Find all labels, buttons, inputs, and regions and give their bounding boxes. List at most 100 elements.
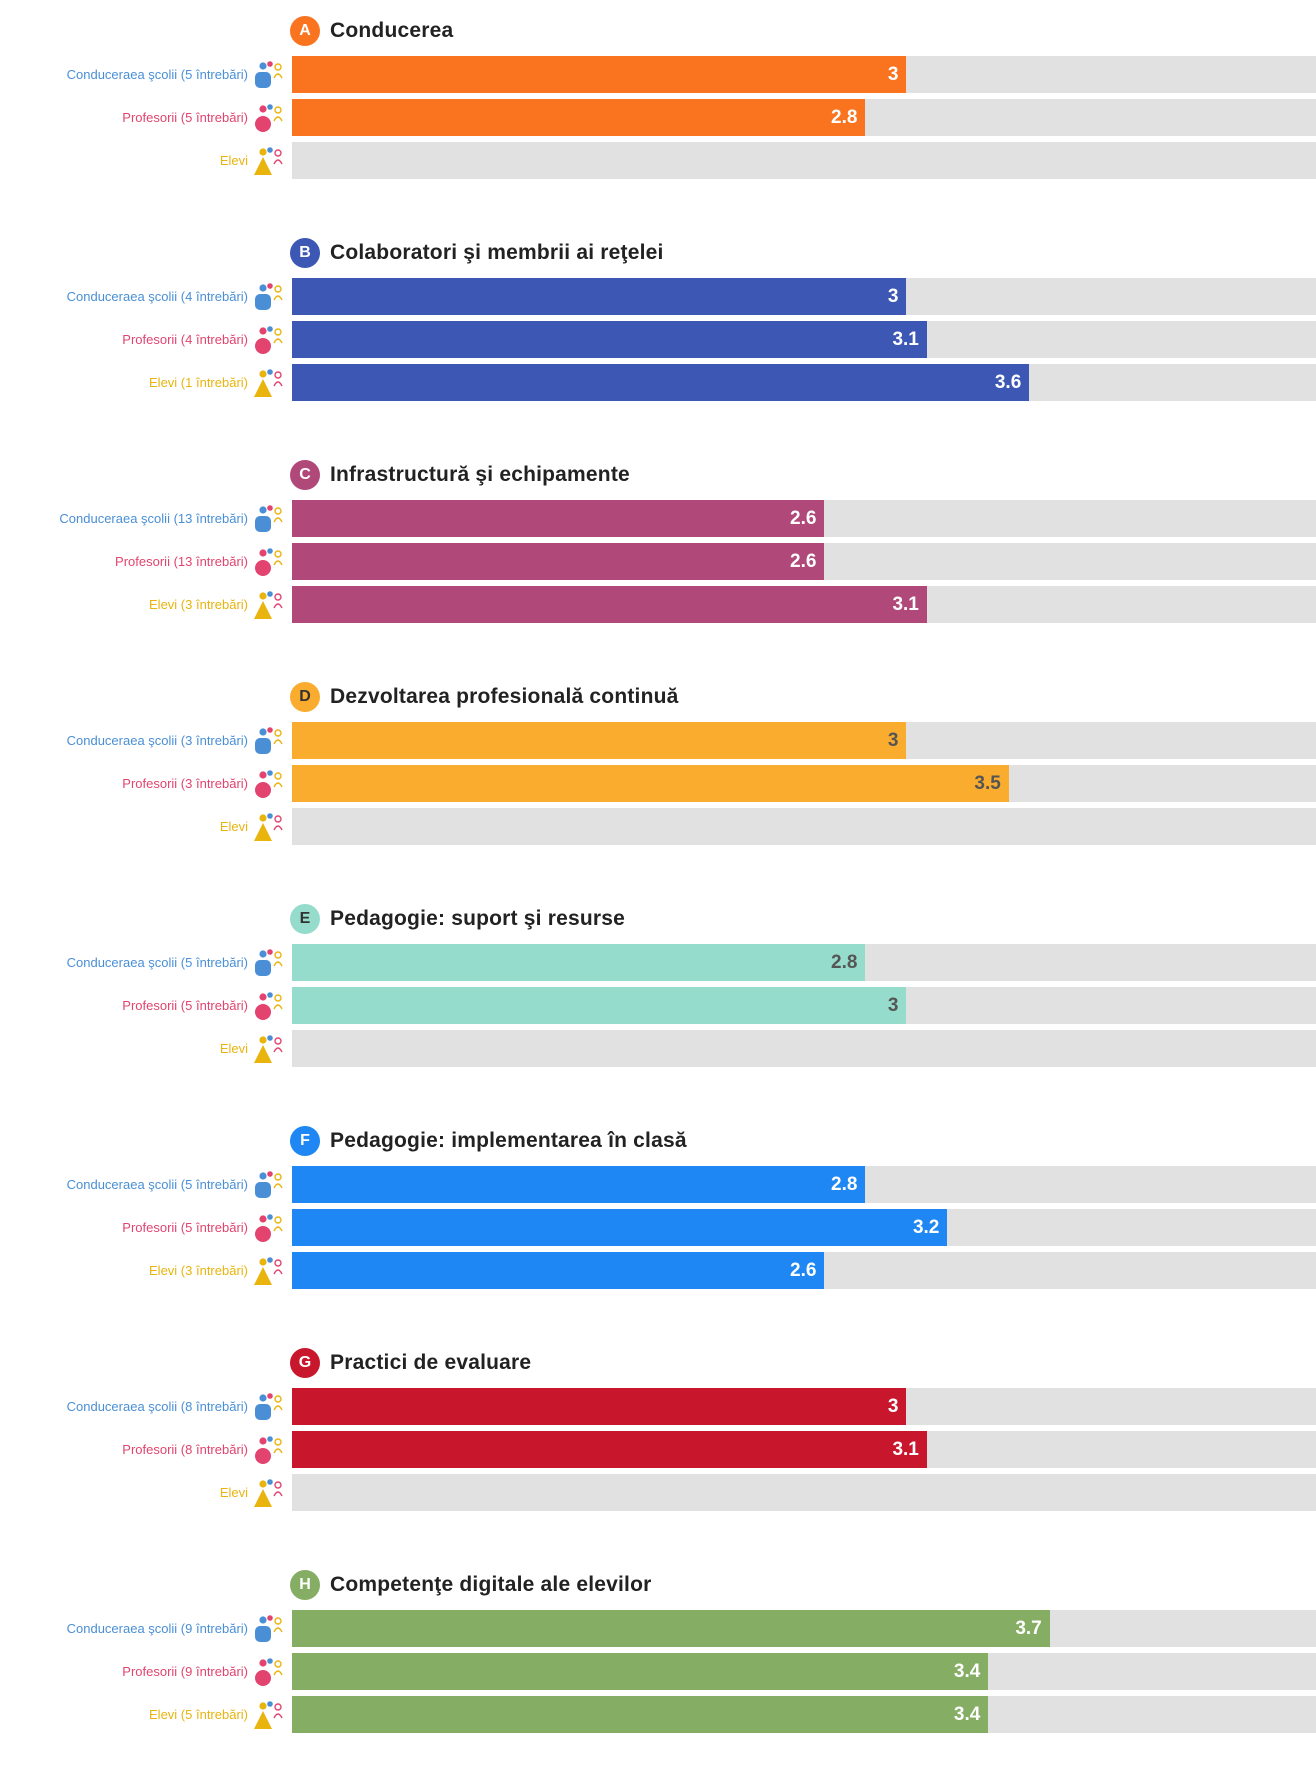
section-letter-badge: A xyxy=(290,16,320,46)
row-label: Conduceraea şcolii (5 întrebări) xyxy=(66,67,248,82)
teachers-icon xyxy=(255,1214,283,1242)
teachers-icon xyxy=(255,104,283,132)
students-icon xyxy=(254,1035,283,1063)
bar: 3 xyxy=(292,278,907,315)
bar-track: 3 xyxy=(292,987,1316,1024)
bar-track xyxy=(292,808,1316,845)
bar-row: Elevi (1 întrebări) 3.6 xyxy=(0,364,1316,401)
chart-area: A Conducerea Conduceraea şcolii (5 întrebă… xyxy=(0,16,1316,1733)
row-label: Profesorii (9 întrebări) xyxy=(122,1664,248,1679)
school-leaders-icon xyxy=(255,949,283,976)
row-label: Conduceraea şcolii (13 întrebări) xyxy=(59,511,248,526)
bar-track: 3.1 xyxy=(292,321,1316,358)
section-letter-badge: D xyxy=(290,682,320,712)
section-letter-badge: C xyxy=(290,460,320,490)
bar-row: Conduceraea şcolii (3 întrebări) 3 xyxy=(0,722,1316,759)
section-header: D Dezvoltarea profesională continuă xyxy=(290,680,679,714)
bar-row: Conduceraea şcolii (9 întrebări) 3.7 xyxy=(0,1610,1316,1647)
bar-track: 3 xyxy=(292,1388,1316,1425)
chart-section: H Competenţe digitale ale elevilor Conduce… xyxy=(0,1568,1316,1768)
data-label: 2.8 xyxy=(831,1173,858,1195)
section-letter-badge: E xyxy=(290,904,320,934)
row-label: Conduceraea şcolii (5 întrebări) xyxy=(66,955,248,970)
bar: 2.6 xyxy=(292,1252,825,1289)
bar-track: 3 xyxy=(292,722,1316,759)
bar: 3 xyxy=(292,1388,907,1425)
bar: 3 xyxy=(292,56,907,93)
bar: 2.8 xyxy=(292,944,866,981)
chart-section: E Pedagogie: suport şi resurse Conduceraea… xyxy=(0,902,1316,1102)
bar: 3.1 xyxy=(292,321,927,358)
bar-row: Profesorii (3 întrebări) 3.5 xyxy=(0,765,1316,802)
row-label: Elevi xyxy=(219,1041,248,1056)
teachers-icon xyxy=(255,548,283,576)
row-label: Profesorii (5 întrebări) xyxy=(122,998,248,1013)
bar-row: Elevi xyxy=(0,1474,1316,1511)
chart-section: G Practici de evaluare Conduceraea şcolii … xyxy=(0,1346,1316,1546)
chart-section: B Colaboratori şi membrii ai reţelei Condu… xyxy=(0,236,1316,436)
section-header: B Colaboratori şi membrii ai reţelei xyxy=(290,236,664,270)
data-label: 3.7 xyxy=(1015,1617,1042,1639)
bar: 3.1 xyxy=(292,586,927,623)
students-icon xyxy=(254,813,283,841)
chart-section: D Dezvoltarea profesională continuă Conduc… xyxy=(0,680,1316,880)
bar-track xyxy=(292,1030,1316,1067)
bar-row: Conduceraea şcolii (8 întrebări) 3 xyxy=(0,1388,1316,1425)
row-label: Profesorii (13 întrebări) xyxy=(115,554,248,569)
bar: 2.8 xyxy=(292,1166,866,1203)
section-title: Colaboratori şi membrii ai reţelei xyxy=(330,241,664,264)
data-label: 2.6 xyxy=(790,550,817,572)
bar-row: Conduceraea şcolii (5 întrebări) 2.8 xyxy=(0,1166,1316,1203)
bar-track: 3.2 xyxy=(292,1209,1316,1246)
section-letter-badge: F xyxy=(290,1126,320,1156)
bar-track: 3.1 xyxy=(292,1431,1316,1468)
section-header: F Pedagogie: implementarea în clasă xyxy=(290,1124,687,1158)
bar-row: Profesorii (4 întrebări) 3.1 xyxy=(0,321,1316,358)
school-leaders-icon xyxy=(255,1615,283,1642)
section-header: C Infrastructură şi echipamente xyxy=(290,458,630,492)
bar-row: Elevi (5 întrebări) 3.4 xyxy=(0,1696,1316,1733)
section-title: Dezvoltarea profesională continuă xyxy=(330,685,679,708)
bar-track: 3.4 xyxy=(292,1653,1316,1690)
school-leaders-icon xyxy=(255,1171,283,1198)
row-label: Conduceraea şcolii (4 întrebări) xyxy=(66,289,248,304)
bar-row: Conduceraea şcolii (5 întrebări) 3 xyxy=(0,56,1316,93)
bar-track: 2.8 xyxy=(292,944,1316,981)
teachers-icon xyxy=(255,770,283,798)
data-label: 3.4 xyxy=(953,1660,981,1682)
teachers-icon xyxy=(255,1658,283,1686)
students-icon xyxy=(254,1257,283,1285)
chart-section: F Pedagogie: implementarea în clasă Conduc… xyxy=(0,1124,1316,1324)
row-label: Elevi (3 întrebări) xyxy=(149,1263,248,1278)
section-title: Pedagogie: implementarea în clasă xyxy=(330,1129,687,1152)
section-header: G Practici de evaluare xyxy=(290,1346,531,1380)
row-label: Elevi xyxy=(219,153,248,168)
bar-row: Profesorii (9 întrebări) 3.4 xyxy=(0,1653,1316,1690)
teachers-icon xyxy=(255,326,283,354)
bar-track: 3.6 xyxy=(292,364,1316,401)
chart-section: C Infrastructură şi echipamente Conducerae… xyxy=(0,458,1316,658)
data-label: 3 xyxy=(887,994,899,1016)
bar: 2.6 xyxy=(292,500,825,537)
row-label: Profesorii (8 întrebări) xyxy=(122,1442,248,1457)
bar-row: Conduceraea şcolii (4 întrebări) 3 xyxy=(0,278,1316,315)
school-leaders-icon xyxy=(255,61,283,88)
bar: 3.4 xyxy=(292,1696,989,1733)
bar-row: Conduceraea şcolii (5 întrebări) 2.8 xyxy=(0,944,1316,981)
bar-row: Profesorii (8 întrebări) 3.1 xyxy=(0,1431,1316,1468)
bar: 2.6 xyxy=(292,543,825,580)
bar-track: 2.6 xyxy=(292,500,1316,537)
bar-row: Elevi (3 întrebări) 2.6 xyxy=(0,1252,1316,1289)
row-label: Elevi (5 întrebări) xyxy=(149,1707,248,1722)
bar-row: Elevi xyxy=(0,1030,1316,1067)
bar-track: 3 xyxy=(292,278,1316,315)
data-label: 3 xyxy=(887,63,899,85)
row-label: Conduceraea şcolii (3 întrebări) xyxy=(66,733,248,748)
row-label: Elevi xyxy=(219,819,248,834)
bar-track: 3 xyxy=(292,56,1316,93)
section-title: Practici de evaluare xyxy=(330,1351,532,1374)
bar-track: 2.6 xyxy=(292,543,1316,580)
bar-row: Profesorii (13 întrebări) 2.6 xyxy=(0,543,1316,580)
bar-track: 3.5 xyxy=(292,765,1316,802)
bar-row: Elevi (3 întrebări) 3.1 xyxy=(0,586,1316,623)
